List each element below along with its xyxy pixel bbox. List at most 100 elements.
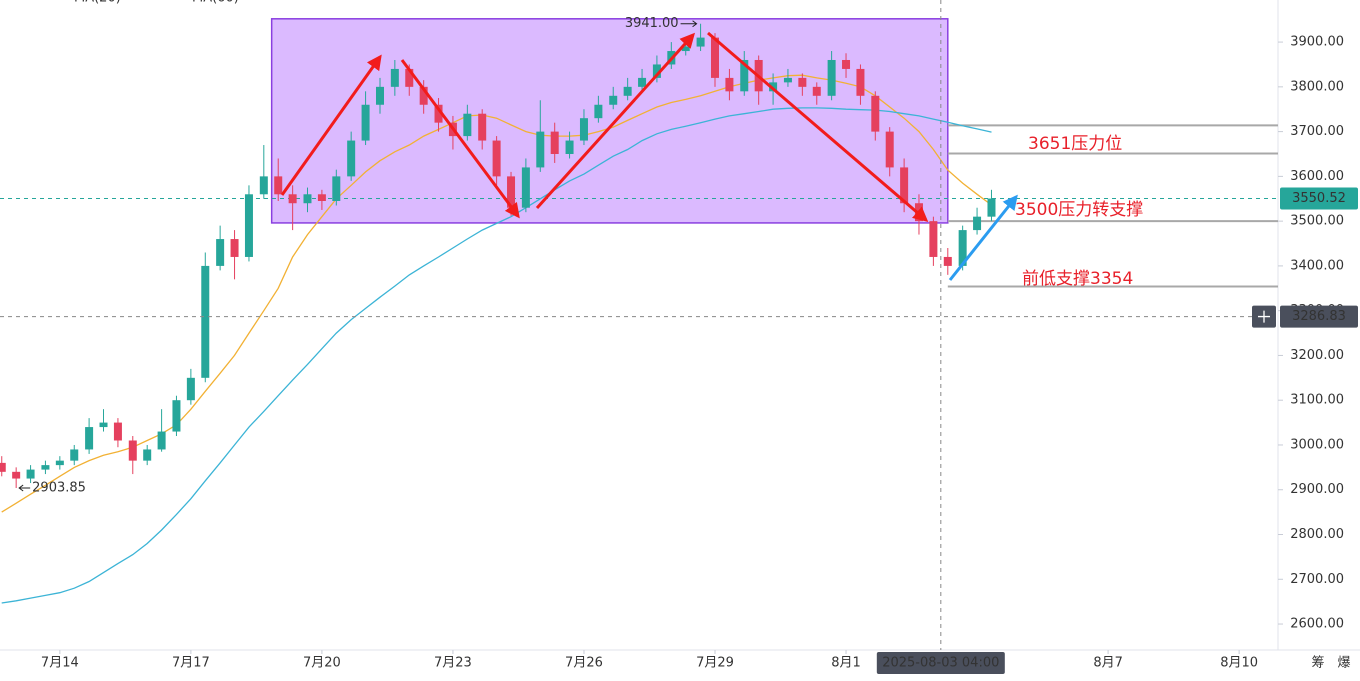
candle-body (885, 131, 894, 168)
crosshair-x-label: 2025-08-03 04:00 (882, 656, 999, 671)
candle-body (201, 265, 210, 378)
legend-entry: MA(20) (74, 0, 121, 6)
candle-body (579, 118, 588, 141)
candle-body (143, 449, 152, 461)
candle-body (827, 59, 836, 96)
x-tick-label: 8月10 (1220, 656, 1258, 671)
candle-body (390, 68, 399, 87)
candle-body (216, 239, 225, 266)
y-tick-label: 3000.00 (1290, 437, 1344, 452)
candle-body (798, 77, 807, 87)
candle-body (55, 460, 64, 466)
range-box (270, 18, 949, 224)
plot-back (0, 18, 1278, 288)
y-tick-label: 2700.00 (1290, 572, 1344, 587)
candle-body (521, 167, 530, 208)
y-tick-label: 3200.00 (1290, 348, 1344, 363)
candle-body (172, 400, 181, 432)
candle-body (347, 140, 356, 177)
candle-body (288, 194, 297, 204)
x-tick-label: 7月20 (303, 656, 341, 671)
candle-body (259, 176, 268, 195)
candle-body (609, 95, 618, 105)
high-label: 3941.00 (625, 16, 679, 31)
crosshair-y-label: 3286.83 (1292, 309, 1346, 324)
crosshair-x-box (876, 652, 1005, 674)
candle-body (274, 176, 283, 195)
candle-body (186, 377, 195, 401)
candle-body (710, 37, 719, 78)
y-tick-label: 3400.00 (1290, 258, 1344, 273)
ma-line (1, 74, 992, 513)
last-price-label: 3550.52 (1292, 191, 1346, 206)
y-tick-label: 3700.00 (1290, 124, 1344, 139)
candle-body (943, 256, 952, 266)
candle-body (361, 104, 370, 141)
x-tick-label: 8月1 (831, 656, 861, 671)
candle-body (434, 104, 443, 123)
low-arrow (18, 484, 31, 492)
candle-body (565, 140, 574, 154)
candle-body (244, 194, 253, 257)
candle-body (594, 104, 603, 119)
x-tick-label: 7月26 (565, 656, 603, 671)
x-tick-label: 8月7 (1093, 656, 1123, 671)
low-label: 2903.85 (32, 481, 86, 496)
y-tick-label: 2600.00 (1290, 617, 1344, 632)
candle-body (113, 422, 122, 441)
candle-body (478, 113, 487, 141)
candle-body (973, 216, 982, 231)
candle-body (230, 239, 239, 257)
candle-body (463, 113, 472, 137)
y-tick-label: 2800.00 (1290, 527, 1344, 542)
candle-body (783, 77, 792, 83)
arrow (280, 54, 382, 196)
legend-entry: MA(60) (192, 0, 239, 6)
candle-body (41, 465, 50, 470)
toolbar-button[interactable]: 爆 (1337, 656, 1350, 671)
ma-line (1, 107, 992, 604)
candle-body (419, 86, 428, 105)
candle-body (871, 95, 880, 132)
y-tick-label: 3900.00 (1290, 35, 1344, 50)
candle-body (85, 427, 94, 450)
x-tick-label: 7月29 (696, 656, 734, 671)
y-tick-label: 3100.00 (1290, 393, 1344, 408)
candle-body (623, 86, 632, 96)
arrow (707, 31, 929, 222)
annotation: 前低支撑3354 (1022, 269, 1133, 289)
candle-body (99, 422, 108, 428)
candle-body (375, 86, 384, 105)
candle-body (812, 86, 821, 96)
candle-body (856, 68, 865, 96)
candle-body (900, 167, 909, 204)
candle-body (492, 140, 501, 177)
candle-body (638, 77, 647, 87)
arrow (400, 59, 520, 219)
candle-body (536, 131, 545, 168)
candle-body (317, 194, 326, 201)
toolbar-button[interactable]: 筹 (1311, 655, 1324, 671)
candle-body (550, 131, 559, 154)
x-tick-label: 7月17 (172, 656, 210, 671)
candle-body (26, 469, 35, 479)
candle-body (405, 68, 414, 87)
candle-body (652, 64, 661, 78)
y-tick-label: 2900.00 (1290, 482, 1344, 497)
candle-body (740, 59, 749, 92)
candle-body (0, 462, 6, 472)
annotation: 3500压力转支撑 (1015, 200, 1143, 220)
candle-body (507, 176, 516, 208)
plot-marks (0, 23, 996, 604)
x-tick-label: 7月23 (434, 656, 472, 671)
candle-body (929, 221, 938, 257)
candle-body (332, 176, 341, 201)
last-price-box (1280, 187, 1358, 210)
candle-body (128, 440, 137, 461)
candle-body (12, 471, 21, 479)
y-tick-label: 3800.00 (1290, 79, 1344, 94)
trend-arrows (280, 31, 1018, 281)
x-tick-label: 7月14 (41, 656, 79, 671)
arrow (535, 32, 696, 210)
